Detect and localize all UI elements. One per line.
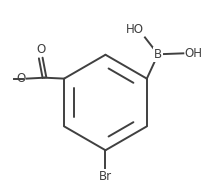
Text: B: B (154, 48, 162, 61)
Text: Br: Br (99, 169, 112, 183)
Text: HO: HO (126, 24, 144, 36)
Text: O: O (36, 43, 45, 56)
Text: O: O (17, 72, 26, 85)
Text: OH: OH (184, 47, 202, 60)
